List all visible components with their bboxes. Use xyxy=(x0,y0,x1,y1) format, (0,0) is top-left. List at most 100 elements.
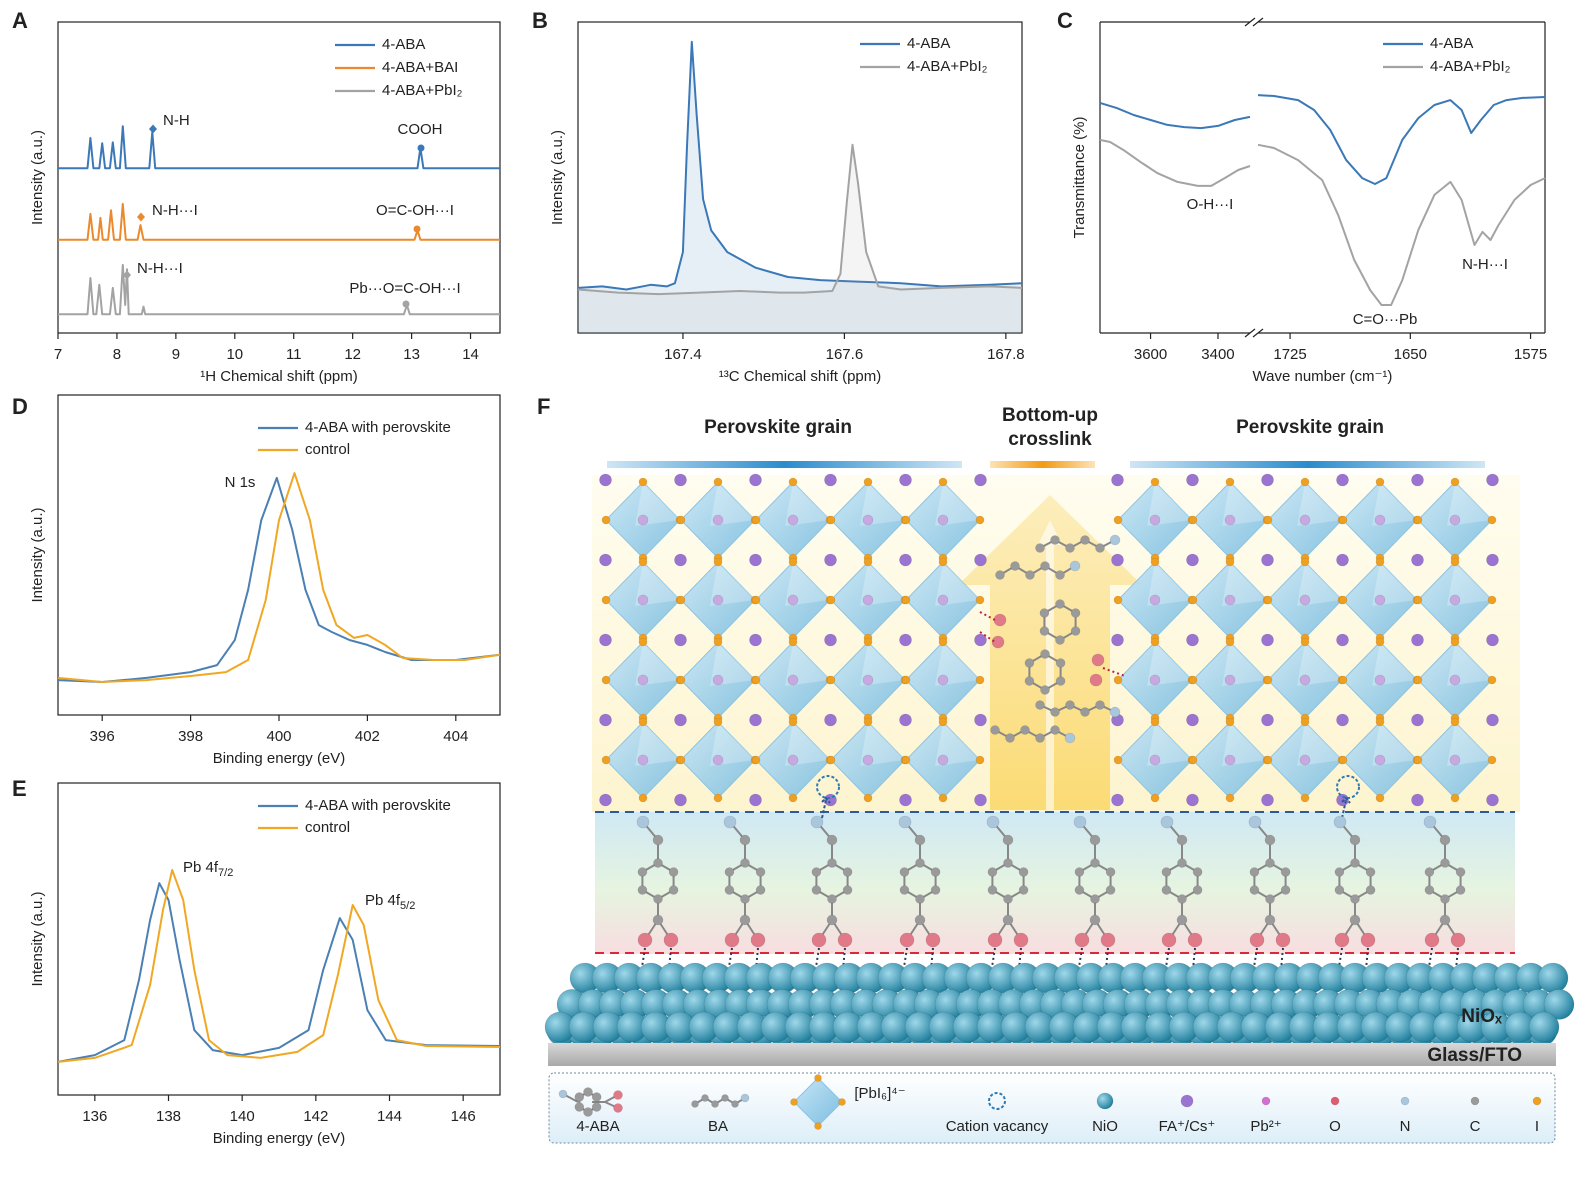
atom xyxy=(1002,834,1014,846)
legend-icon xyxy=(711,1100,719,1108)
x-tick-label: 140 xyxy=(230,1108,255,1125)
pb-ion xyxy=(937,514,949,526)
atom xyxy=(652,834,664,846)
pb-ion xyxy=(637,754,649,766)
substrate-label: Glass/FTO xyxy=(1427,1045,1522,1066)
line xyxy=(57,476,501,683)
legend-icon xyxy=(721,1094,729,1102)
iodide xyxy=(975,675,985,685)
iodide xyxy=(1225,717,1235,727)
iodide xyxy=(1413,515,1423,525)
atom xyxy=(574,1102,585,1112)
pb-ion xyxy=(637,674,649,686)
iodide xyxy=(1113,515,1123,525)
x-axis-label: Binding energy (eV) xyxy=(213,1130,346,1147)
iodide xyxy=(1113,675,1123,685)
legend-icon xyxy=(1261,1096,1271,1106)
iodide xyxy=(713,793,723,803)
iodide xyxy=(1113,595,1123,605)
axis-break xyxy=(1244,328,1256,338)
atom xyxy=(1055,676,1066,686)
cation xyxy=(674,713,687,727)
cation-vacancy xyxy=(1336,775,1360,799)
atom xyxy=(637,885,648,895)
cation xyxy=(899,713,912,727)
nio-ball xyxy=(1528,1011,1560,1043)
annotation-text: Pb 4f xyxy=(183,859,219,876)
annotation: N-H···I xyxy=(152,202,198,219)
iodide xyxy=(1450,477,1460,487)
atom xyxy=(1334,867,1345,877)
atom xyxy=(1095,700,1105,710)
legend-label: N xyxy=(1400,1118,1411,1135)
atom xyxy=(1035,543,1045,553)
cation xyxy=(974,713,987,727)
oxygen xyxy=(837,932,853,948)
atom xyxy=(1070,626,1081,636)
cation xyxy=(1186,633,1199,647)
atom xyxy=(1035,733,1045,743)
oxygen xyxy=(987,932,1003,948)
oxygen xyxy=(1249,932,1265,948)
iodide xyxy=(901,675,911,685)
x-tick-label: 167.6 xyxy=(826,346,864,363)
iodide xyxy=(1375,637,1385,647)
pb-ion xyxy=(637,514,649,526)
atom xyxy=(1424,885,1435,895)
legend-label: 4-ABA with perovskite xyxy=(305,797,451,814)
octahedron-facet xyxy=(785,562,830,606)
oxygen xyxy=(663,932,679,948)
atom xyxy=(739,834,751,846)
pb-ion xyxy=(1374,674,1386,686)
atom xyxy=(1055,658,1066,668)
iodide xyxy=(601,595,611,605)
oxygen xyxy=(925,932,941,948)
atom xyxy=(1024,658,1035,668)
line xyxy=(58,202,500,241)
atom xyxy=(1192,885,1203,895)
oxygen xyxy=(1161,932,1177,948)
oxygen xyxy=(1275,932,1291,948)
panel-letter: D xyxy=(12,394,28,419)
atom xyxy=(1440,894,1450,904)
cation xyxy=(599,713,612,727)
atom xyxy=(1050,707,1060,717)
atom xyxy=(653,858,663,868)
cation xyxy=(899,793,912,807)
pb-ion xyxy=(1374,514,1386,526)
iodide xyxy=(1487,595,1497,605)
legend-label: 4-ABA with perovskite xyxy=(305,419,451,436)
line xyxy=(57,472,501,683)
octahedron-facet xyxy=(1147,482,1192,526)
atom xyxy=(1349,834,1361,846)
nio-ball xyxy=(1543,989,1575,1020)
atom xyxy=(1020,725,1030,735)
annotation: Pb 4f5/2 xyxy=(365,892,415,912)
atom xyxy=(827,894,837,904)
x-axis-label: Binding energy (eV) xyxy=(213,750,346,767)
octahedron-facet xyxy=(860,722,905,766)
atom xyxy=(1005,733,1015,743)
iodide xyxy=(1413,595,1423,605)
grain-title: Perovskite grain xyxy=(1236,417,1384,438)
octahedron-facet xyxy=(935,562,980,606)
peak-marker xyxy=(402,300,410,308)
octahedron-facet xyxy=(1147,722,1192,766)
atom xyxy=(1334,885,1345,895)
atom xyxy=(1177,894,1187,904)
y-axis-label: Transmittance (%) xyxy=(1071,117,1088,239)
legend-icon xyxy=(1400,1096,1410,1106)
iodide xyxy=(1150,637,1160,647)
atom xyxy=(724,867,735,877)
atom xyxy=(1018,885,1029,895)
legend-label: Pb²⁺ xyxy=(1250,1118,1281,1135)
x-tick-label: 167.8 xyxy=(987,346,1025,363)
cation xyxy=(824,633,837,647)
pb-ion xyxy=(712,674,724,686)
cation xyxy=(899,553,912,567)
cation xyxy=(1186,793,1199,807)
iodide xyxy=(1150,477,1160,487)
atom xyxy=(1064,732,1076,744)
atom xyxy=(1002,914,1014,926)
atom xyxy=(1065,700,1075,710)
